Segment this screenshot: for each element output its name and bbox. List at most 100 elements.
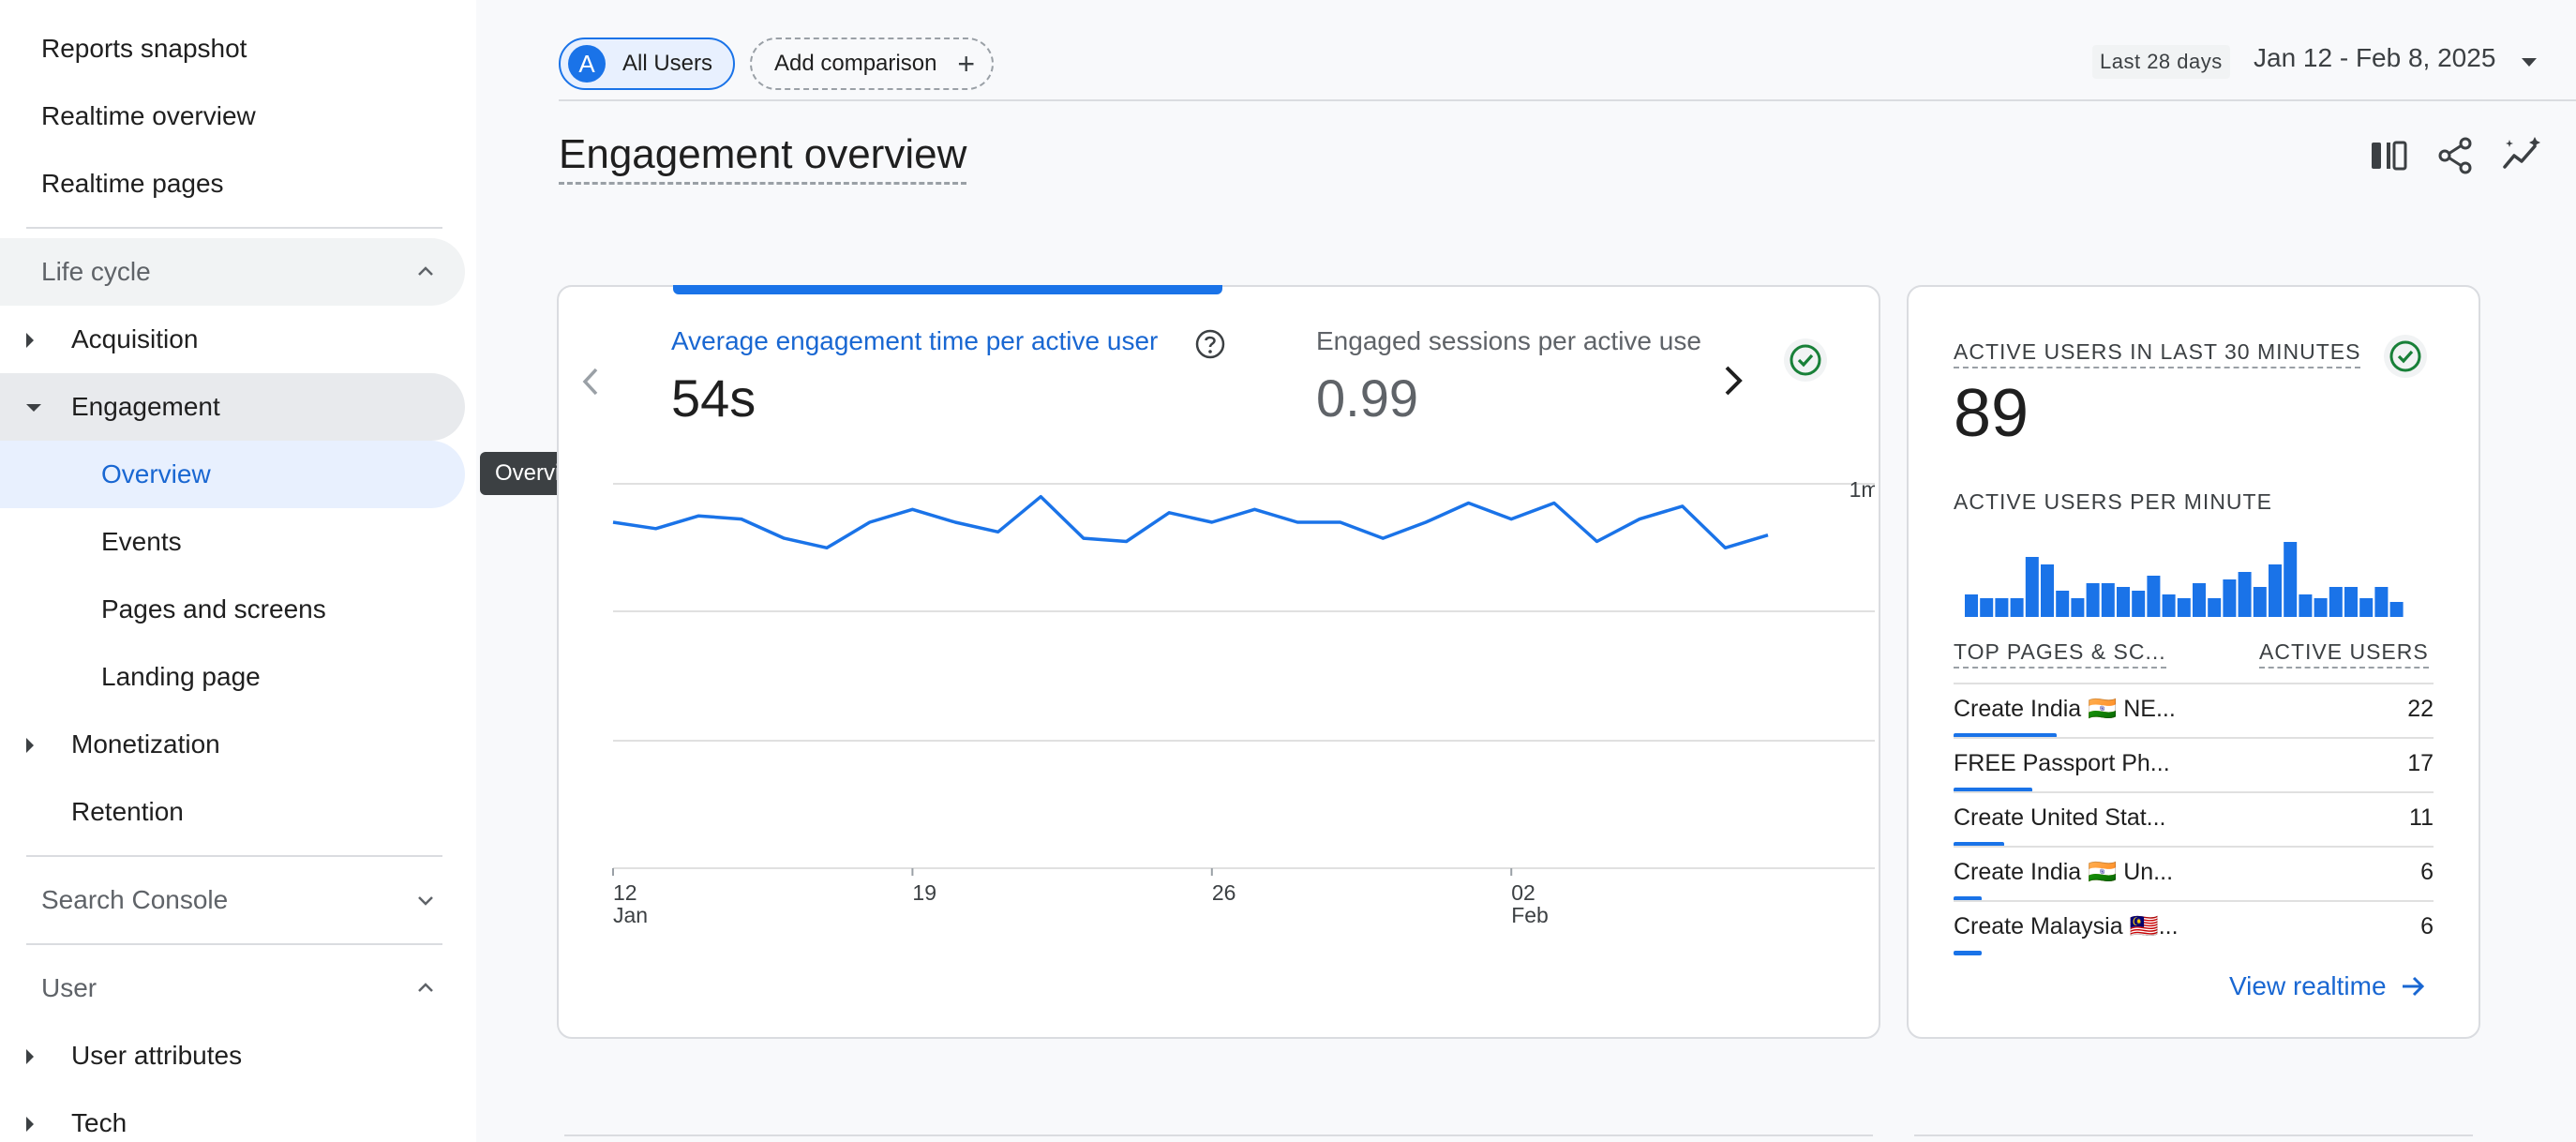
col-header-top-pages[interactable]: TOP PAGES & SC... xyxy=(1954,639,2166,669)
sidebar-item-acquisition[interactable]: Acquisition xyxy=(0,306,465,373)
x-tick-label: 02 xyxy=(1511,880,1535,905)
sidebar-item-realtime-overview[interactable]: Realtime overview xyxy=(41,101,256,130)
minute-bar[interactable] xyxy=(2086,583,2100,617)
series-line[interactable] xyxy=(612,494,1769,550)
minute-bar[interactable] xyxy=(2162,594,2176,617)
sidebar-item-monetization[interactable]: Monetization xyxy=(0,711,465,778)
minute-bar[interactable] xyxy=(1965,594,1978,617)
y-tick-label: 1m 00s xyxy=(1850,477,1875,502)
data-quality-check-icon[interactable] xyxy=(1783,338,1828,383)
divider xyxy=(26,227,442,229)
minute-bar[interactable] xyxy=(2147,576,2161,617)
minute-bar[interactable] xyxy=(2253,587,2267,617)
realtime-per-minute-label: ACTIVE USERS PER MINUTE xyxy=(1954,489,2272,514)
next-card-edge xyxy=(564,1134,1873,1142)
x-tick-month-label: Feb xyxy=(1511,903,1549,927)
sidebar-item-events[interactable]: Events xyxy=(101,527,182,556)
minute-bar[interactable] xyxy=(2389,602,2404,617)
minute-bar[interactable] xyxy=(2374,587,2389,617)
minute-bar[interactable] xyxy=(1995,598,2009,617)
active-users-cell: 17 xyxy=(2407,750,2434,776)
minute-bar[interactable] xyxy=(2223,579,2237,617)
section-user-label: User xyxy=(41,973,97,1002)
table-row[interactable]: Create Malaysia 🇲🇾... 6 xyxy=(1954,900,2434,955)
sidebar-item-retention[interactable]: Retention xyxy=(71,797,184,826)
compare-columns-icon[interactable] xyxy=(2368,135,2409,176)
metric-tab-avg-engagement-time[interactable]: Average engagement time per active user xyxy=(671,326,1159,355)
minute-bar[interactable] xyxy=(2101,583,2115,617)
arrow-right-icon xyxy=(2402,976,2424,997)
section-search-console-label: Search Console xyxy=(41,885,229,914)
minute-bar[interactable] xyxy=(2208,598,2222,617)
caret-right-icon xyxy=(26,1117,34,1132)
col-header-active-users[interactable]: ACTIVE USERS xyxy=(2259,639,2429,669)
share-bar xyxy=(1954,951,1982,955)
sidebar-item-user-attributes[interactable]: User attributes xyxy=(0,1022,465,1089)
add-comparison-button[interactable]: Add comparison + xyxy=(750,38,994,90)
caret-right-icon xyxy=(26,333,34,348)
next-card-edge xyxy=(1914,1134,2473,1142)
active-users-cell: 22 xyxy=(2407,696,2434,722)
sidebar-item-label: User attributes xyxy=(71,1041,243,1070)
page-title-cell: Create Malaysia 🇲🇾... xyxy=(1954,913,2179,939)
minute-bar[interactable] xyxy=(2071,598,2085,617)
section-search-console[interactable]: Search Console xyxy=(0,866,465,934)
minute-bar[interactable] xyxy=(2359,598,2374,617)
comparison-chip-all-users[interactable]: A All Users xyxy=(559,38,735,90)
chevron-down-icon xyxy=(418,896,433,906)
minute-bar[interactable] xyxy=(2041,564,2054,617)
table-row[interactable]: Create India 🇮🇳 Un... 6 xyxy=(1954,846,2434,901)
active-users-cell: 6 xyxy=(2420,859,2434,885)
help-icon[interactable] xyxy=(1194,328,1226,360)
view-realtime-link[interactable]: View realtime xyxy=(2229,971,2426,1001)
minute-bar[interactable] xyxy=(2132,591,2146,617)
minute-bar[interactable] xyxy=(2010,598,2024,617)
section-life-cycle[interactable]: Life cycle xyxy=(0,238,465,306)
caret-right-icon xyxy=(26,738,34,753)
sidebar-item-pages-and-screens[interactable]: Pages and screens xyxy=(101,594,326,624)
minute-bar[interactable] xyxy=(2238,572,2252,617)
table-row[interactable]: FREE Passport Ph... 17 xyxy=(1954,737,2434,792)
sidebar-item-reports-snapshot[interactable]: Reports snapshot xyxy=(41,34,247,63)
minute-bar[interactable] xyxy=(2344,587,2358,617)
minute-bar[interactable] xyxy=(2269,564,2282,617)
minute-bar[interactable] xyxy=(2193,583,2206,617)
minute-bar[interactable] xyxy=(2284,542,2298,617)
chevron-right-icon[interactable] xyxy=(1717,362,1747,399)
realtime-title: ACTIVE USERS IN LAST 30 MINUTES xyxy=(1954,339,2361,368)
x-tick-label: 12 xyxy=(613,880,637,905)
table-row[interactable]: Create India 🇮🇳 NE... 22 xyxy=(1954,683,2434,738)
minute-bar[interactable] xyxy=(2117,587,2130,617)
realtime-check-icon[interactable] xyxy=(2383,334,2428,379)
sidebar-item-landing-page[interactable]: Landing page xyxy=(101,662,261,691)
minute-bar[interactable] xyxy=(2299,594,2313,617)
section-life-cycle-label: Life cycle xyxy=(41,257,151,286)
x-tick-label: 26 xyxy=(1212,880,1236,905)
minute-bar[interactable] xyxy=(2314,598,2328,617)
comparison-label: All Users xyxy=(622,51,713,76)
page-title[interactable]: Engagement overview xyxy=(559,131,967,185)
date-range-caret-icon[interactable] xyxy=(2522,58,2537,67)
minute-bar[interactable] xyxy=(2056,591,2070,617)
minute-bar[interactable] xyxy=(1980,598,1994,617)
minute-bar[interactable] xyxy=(2025,557,2039,617)
view-realtime-label: View realtime xyxy=(2229,971,2387,1000)
caret-down-icon xyxy=(26,404,41,412)
page-title-cell: Create India 🇮🇳 NE... xyxy=(1954,696,2176,722)
sidebar-item-overview[interactable]: Overview xyxy=(0,441,465,508)
chevron-left-icon[interactable] xyxy=(577,366,606,398)
insights-icon[interactable] xyxy=(2501,135,2542,176)
sidebar-item-tech[interactable]: Tech xyxy=(0,1089,465,1142)
share-icon[interactable] xyxy=(2435,135,2477,176)
sidebar-item-engagement[interactable]: Engagement xyxy=(0,373,465,441)
metric-tab-engaged-sessions[interactable]: Engaged sessions per active user xyxy=(1316,326,1700,355)
share-bar xyxy=(1954,842,2004,847)
table-row[interactable]: Create United Stat... 11 xyxy=(1954,791,2434,847)
divider xyxy=(26,855,442,857)
date-range-picker[interactable]: Jan 12 - Feb 8, 2025 xyxy=(2254,43,2496,72)
minute-bar[interactable] xyxy=(2177,598,2191,617)
minute-bar[interactable] xyxy=(2329,587,2343,617)
sidebar-item-label: Monetization xyxy=(71,729,220,759)
sidebar-item-realtime-pages[interactable]: Realtime pages xyxy=(41,169,224,198)
section-user[interactable]: User xyxy=(0,954,465,1022)
